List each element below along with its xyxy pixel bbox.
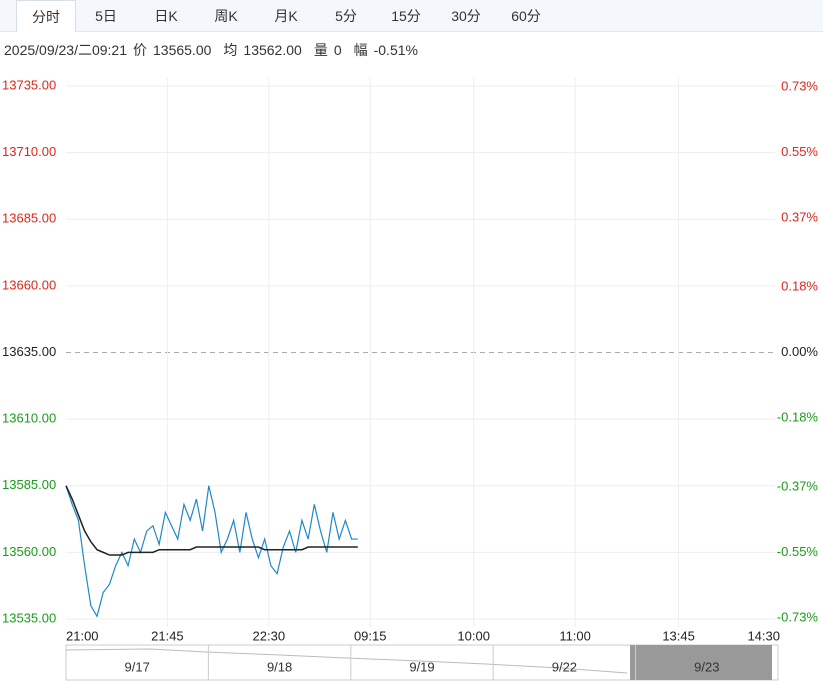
x-tick-label: 09:15 [354, 628, 387, 643]
info-value: 13562.00 [243, 42, 302, 58]
x-tick-label: 14:30 [747, 628, 780, 643]
y-tick-label: 13660.00 [2, 277, 56, 292]
x-tick-label: 21:45 [151, 628, 184, 643]
info-label: 幅 [353, 42, 368, 58]
navigator-date: 9/19 [409, 659, 434, 674]
info-item: 均 13562.00 [223, 42, 307, 58]
info-time: 2025/09/23/二09:21 [4, 42, 127, 58]
info-label: 量 [313, 42, 328, 58]
x-tick-label: 10:00 [457, 628, 490, 643]
tab[interactable]: 周K [214, 8, 238, 24]
x-tick-label: 21:00 [66, 628, 99, 643]
y-tick-label: 13560.00 [2, 544, 56, 559]
tab[interactable]: 15分 [391, 8, 421, 24]
y-tick-label: 13685.00 [2, 211, 56, 226]
x-tick-label: 11:00 [559, 628, 591, 643]
tab[interactable]: 30分 [451, 8, 481, 24]
y2-tick-label: 0.55% [781, 144, 818, 159]
navigator-date: 9/17 [125, 659, 150, 674]
y2-tick-label: -0.55% [777, 544, 819, 559]
info-item: 幅 -0.51% [354, 42, 424, 58]
y-tick-label: 13585.00 [2, 477, 56, 492]
y-tick-label: 13735.00 [2, 77, 56, 92]
navigator-date: 9/23 [694, 659, 719, 674]
y2-tick-label: 0.18% [781, 278, 818, 293]
y2-tick-label: -0.73% [777, 609, 819, 624]
x-tick-label: 13:45 [662, 628, 695, 643]
info-label: 价 [133, 42, 147, 58]
tab[interactable]: 日K [154, 8, 178, 24]
info-item: 价 13565.00 [133, 42, 217, 58]
navigator-date: 9/18 [267, 659, 292, 674]
tab[interactable]: 分时 [16, 0, 76, 32]
y2-tick-label: 0.73% [781, 79, 818, 94]
tab-bar: 分时 5日 日K 周K 月K 5分 15分 30分 60分 [0, 0, 823, 32]
y2-tick-label: -0.37% [777, 478, 819, 493]
x-tick-label: 22:30 [253, 628, 286, 643]
series-line [65, 485, 358, 556]
y-tick-label: 13710.00 [2, 144, 56, 159]
y-tick-label: 13610.00 [2, 411, 56, 426]
series-line [65, 485, 358, 618]
tab[interactable]: 5日 [95, 8, 117, 24]
y-tick-label: 13635.00 [2, 344, 56, 359]
y2-tick-label: -0.18% [777, 409, 819, 424]
info-value: 13565.00 [153, 42, 212, 58]
tab[interactable]: 月K [274, 8, 298, 24]
navigator-window[interactable] [630, 645, 772, 680]
y2-tick-label: 0.00% [781, 344, 818, 359]
y-tick-label: 13535.00 [2, 610, 56, 625]
info-line: 2025/09/23/二09:21 价 13565.00 均 13562.00 量 0 幅 -0… [4, 40, 430, 60]
navigator-line [65, 648, 628, 674]
info-label: 均 [223, 42, 238, 58]
y2-tick-label: 0.37% [781, 209, 818, 224]
info-value: -0.51% [373, 42, 418, 58]
tab[interactable]: 5分 [335, 8, 357, 24]
tab[interactable]: 60分 [511, 8, 541, 24]
info-value: 0 [333, 42, 342, 58]
navigator-date: 9/22 [552, 659, 577, 674]
